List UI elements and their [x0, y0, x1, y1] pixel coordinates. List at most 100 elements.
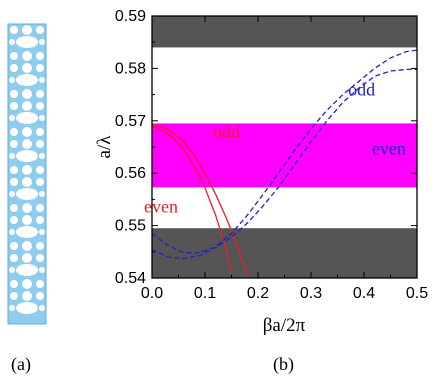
hole: [36, 102, 44, 110]
annotation-0: odd: [213, 122, 240, 142]
hole: [39, 115, 45, 121]
hole: [36, 242, 44, 250]
hole: [16, 74, 38, 86]
hole: [16, 150, 38, 162]
hole: [10, 178, 18, 186]
band-2: [152, 228, 417, 278]
band-0: [152, 16, 417, 48]
hole: [22, 241, 32, 251]
band-regions: [152, 16, 417, 278]
hole: [22, 177, 32, 187]
hole: [22, 25, 32, 35]
band-1: [152, 123, 417, 188]
hole: [36, 140, 44, 148]
hole: [22, 279, 32, 289]
y-axis-ticks: 0.54 0.55 0.56 0.57 0.58 0.59: [115, 8, 417, 287]
x-tick-label: 0.4: [353, 285, 375, 302]
hole: [22, 203, 32, 213]
hole: [9, 267, 15, 273]
waveguide-schematic: [7, 23, 47, 325]
series-line-3: [152, 68, 417, 260]
hole: [22, 165, 32, 175]
hole: [9, 229, 15, 235]
hole: [39, 39, 45, 45]
hole: [22, 51, 32, 61]
hole: [39, 267, 45, 273]
hole: [36, 128, 44, 136]
hole: [9, 305, 15, 311]
hole: [36, 254, 44, 262]
hole: [36, 292, 44, 300]
hole: [36, 166, 44, 174]
panel-label-a: (a): [11, 354, 31, 375]
hole: [36, 216, 44, 224]
hole: [10, 64, 18, 72]
series-line-2: [152, 49, 417, 254]
x-axis-label: βa/2π: [263, 315, 306, 336]
hole: [39, 229, 45, 235]
hole: [10, 128, 18, 136]
annotation-2: odd: [348, 80, 375, 100]
panel-label-b: (b): [273, 354, 294, 375]
x-tick-label: 0.3: [300, 285, 322, 302]
hole: [36, 178, 44, 186]
hole: [22, 253, 32, 263]
hole: [16, 264, 38, 276]
hole: [22, 215, 32, 225]
hole: [9, 191, 15, 197]
y-tick-label: 0.55: [115, 218, 146, 235]
hole: [22, 63, 32, 73]
hole: [36, 52, 44, 60]
hole: [16, 36, 38, 48]
y-axis-label: a/λ: [94, 135, 115, 159]
x-tick-label: 0.5: [406, 285, 428, 302]
hole: [10, 254, 18, 262]
hole: [10, 204, 18, 212]
hole: [10, 140, 18, 148]
hole: [22, 291, 32, 301]
annotation-1: even: [144, 197, 178, 217]
hole: [16, 226, 38, 238]
hole: [36, 204, 44, 212]
hole: [10, 242, 18, 250]
hole: [10, 26, 18, 34]
hole: [10, 166, 18, 174]
y-tick-label: 0.54: [115, 270, 146, 287]
hole: [36, 26, 44, 34]
hole: [9, 115, 15, 121]
hole: [10, 102, 18, 110]
hole-pattern: [9, 25, 45, 314]
hole: [10, 90, 18, 98]
hole: [9, 77, 15, 83]
hole: [10, 216, 18, 224]
hole: [9, 153, 15, 159]
hole: [10, 52, 18, 60]
hole: [22, 127, 32, 137]
hole: [39, 153, 45, 159]
hole: [9, 39, 15, 45]
series-line-0: [152, 123, 249, 276]
hole: [22, 101, 32, 111]
hole: [22, 89, 32, 99]
x-tick-label: 0.1: [194, 285, 216, 302]
hole: [39, 191, 45, 197]
dispersion-curves: [152, 49, 417, 276]
hole: [16, 188, 38, 200]
hole: [16, 302, 38, 314]
annotation-3: even: [372, 138, 406, 158]
x-axis-ticks: 0.0 0.1 0.2 0.3 0.4 0.5: [141, 16, 428, 302]
y-tick-label: 0.58: [115, 60, 146, 77]
hole: [36, 280, 44, 288]
series-line-1: [152, 125, 233, 273]
x-tick-label: 0.2: [247, 285, 269, 302]
y-tick-label: 0.57: [115, 113, 146, 130]
hole: [10, 280, 18, 288]
hole: [16, 112, 38, 124]
hole: [39, 305, 45, 311]
y-tick-label: 0.56: [115, 165, 146, 182]
hole: [10, 292, 18, 300]
y-tick-label: 0.59: [115, 8, 146, 25]
hole: [39, 77, 45, 83]
